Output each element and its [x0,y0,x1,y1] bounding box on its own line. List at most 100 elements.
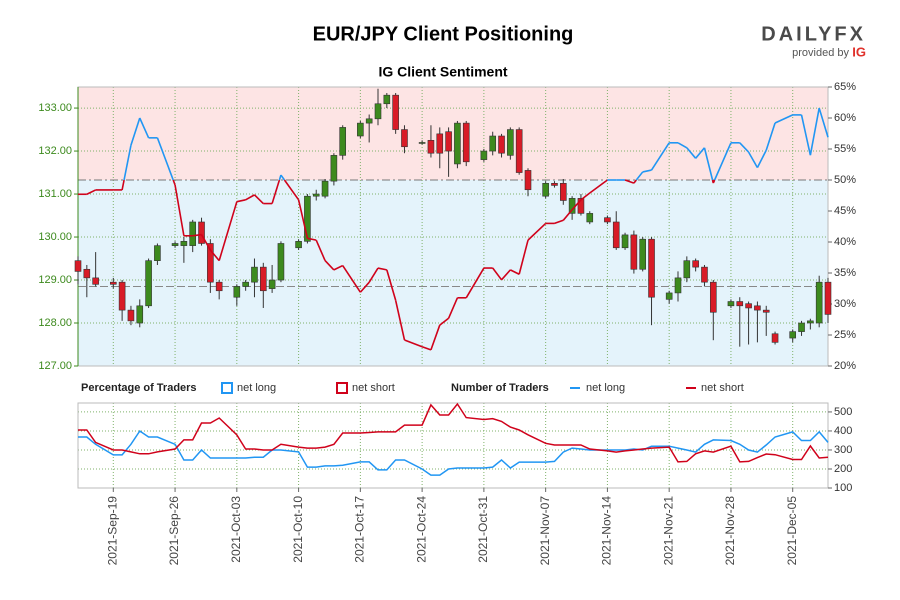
trader-line [78,402,829,463]
sentiment-line [589,179,608,194]
candle-body [242,281,249,287]
x-tick-label: 2021-Oct-17 [353,496,367,563]
candle-body [233,286,241,298]
x-tick-label: 2021-Sep-19 [105,496,119,566]
candle-body [321,180,329,197]
x-tick-label: 2021-Oct-31 [476,496,490,563]
candle-body [507,129,514,156]
sentiment-line [86,189,97,195]
sentiment-line [633,179,637,184]
chart-subtitle: IG Client Sentiment [378,64,507,80]
legend-swatch [336,382,348,394]
sentiment-line [465,267,485,299]
candle-body [789,331,797,339]
candle-body [498,135,505,154]
sentiment-line [333,264,344,271]
candle-body [295,241,302,249]
x-tick-label: 2021-Oct-03 [229,496,243,563]
candle-body [542,182,549,197]
y2-tick-label: 25% [834,329,856,341]
sentiment-line [703,147,714,181]
sentiment-line [635,171,644,181]
candle-body [577,198,585,214]
candle-body [304,195,311,242]
candle-body [418,142,426,144]
candle-body [445,131,452,152]
short-zone [78,87,828,180]
candle-body [736,301,744,307]
y2-tick-label: 45% [834,205,856,217]
legend-title: Percentage of Traders [81,382,197,394]
sentiment-line [121,179,125,191]
candle-body [480,150,488,160]
candle-body [762,309,770,313]
sentiment-line [253,194,264,205]
candle-body [824,281,832,315]
x-tick-label: 2021-Nov-14 [600,496,614,566]
trader-line [78,429,829,476]
plot-frame [77,402,829,489]
sentiment-line [156,137,174,181]
sentiment-line [774,114,794,124]
candle-body [798,322,805,332]
y-tick-label: 200 [834,463,852,475]
sentiment-line [686,147,697,159]
candle-body [551,182,558,186]
candle-body [807,320,814,324]
sentiment-line [236,199,246,203]
sentiment-line [377,267,387,271]
y-tick-label: 129.00 [38,274,72,286]
sentiment-line [359,281,370,293]
sentiment-line [280,174,286,181]
candle-body [709,281,717,313]
sentiment-line [518,239,529,275]
sentiment-line [712,179,716,184]
sentiment-line [492,267,503,281]
y2-tick-label: 65% [834,81,856,93]
candle-body [312,193,320,197]
sentiment-line [139,117,150,139]
sentiment-line [747,151,759,168]
candle-body [524,170,532,191]
candle-body [436,133,444,154]
candle-body [621,234,629,249]
sentiment-line [283,179,300,201]
legend-label: net short [701,382,744,394]
y-tick-label: 400 [834,425,852,437]
x-tick-label: 2021-Dec-05 [785,496,799,566]
sentiment-line [756,149,767,168]
candle-body [392,94,399,130]
candle-body [754,305,761,311]
sentiment-line [209,249,220,262]
legend-title: Number of Traders [451,382,549,394]
long-zone [78,180,828,366]
sentiment-line [245,194,255,201]
candle-body [683,260,691,279]
y-tick-label: 500 [834,406,852,418]
sentiment-line [192,233,202,237]
x-tick-label: 2021-Nov-21 [661,496,675,566]
sentiment-line [642,169,652,173]
sentiment-line [650,142,670,171]
candle-body [374,103,382,120]
sentiment-line [677,142,688,149]
sentiment-line [500,269,511,281]
legend-label: net long [237,382,276,394]
sentiment-line [765,122,776,151]
sentiment-line [297,199,309,239]
candle-body [189,221,197,246]
candle-body [559,182,567,201]
sentiment-line [307,237,317,241]
candle-body [268,279,276,289]
candle-body [771,333,779,343]
sentiment-line [571,199,582,211]
sentiment-line [509,269,520,275]
candle-body [427,140,435,154]
sentiment-line [386,269,397,301]
sentiment-line [800,114,812,156]
sentiment-line [315,239,326,261]
candle-body [127,309,135,322]
candle-body [454,122,461,165]
candle-body [357,122,364,137]
candle-body [83,268,91,279]
